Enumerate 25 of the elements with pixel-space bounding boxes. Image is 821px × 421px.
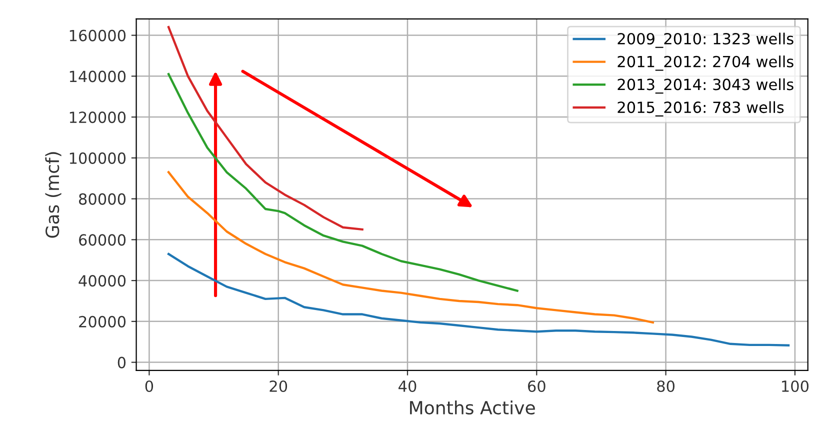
x-tick-label: 0 — [145, 380, 154, 392]
legend-label: 2009_2010: 1323 wells — [618, 32, 794, 48]
legend-label: 2013_2014: 3043 wells — [618, 78, 794, 94]
y-tick-label: 160000 — [70, 30, 126, 42]
y-tick-label: 20000 — [79, 316, 126, 328]
y-tick-label: 0 — [118, 356, 126, 368]
y-tick-label: 120000 — [70, 112, 126, 124]
x-tick-label: 20 — [270, 380, 288, 392]
line-series — [167, 73, 518, 292]
legend-label: 2011_2012: 2704 wells — [618, 56, 794, 71]
x-tick-label: 100 — [782, 380, 809, 392]
x-tick-label: 40 — [398, 380, 416, 392]
line-series — [167, 252, 790, 346]
y-tick-label: 100000 — [70, 152, 126, 164]
y-tick-label: 140000 — [70, 70, 126, 82]
x-tick-label: 80 — [657, 380, 675, 392]
y-tick-label: 80000 — [78, 193, 126, 205]
y-tick-label: 40000 — [78, 275, 126, 287]
y-axis-title: Gas (mcf) — [45, 152, 62, 238]
line-series — [167, 171, 654, 324]
legend-label: 2015_2016: 783 wells — [618, 101, 784, 116]
x-axis-title: Months Active — [410, 400, 535, 415]
x-tick-label: 60 — [528, 380, 546, 392]
y-tick-label: 60000 — [79, 234, 126, 246]
line-series — [167, 26, 364, 231]
